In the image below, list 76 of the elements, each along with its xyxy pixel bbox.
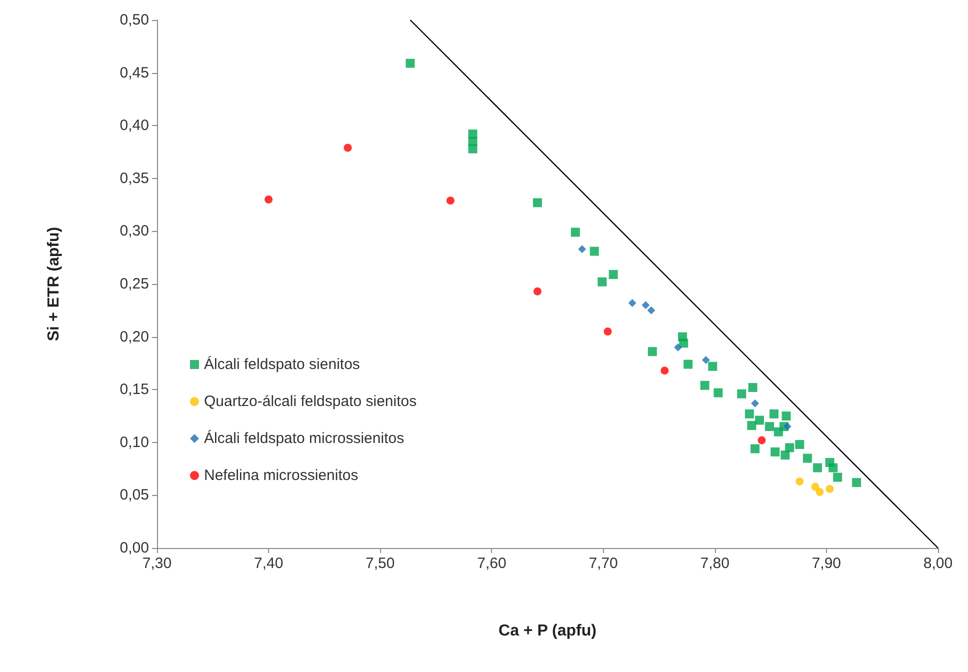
y-tick-label: 0,20 xyxy=(120,328,149,346)
point xyxy=(796,477,804,486)
y-axis-title: Si + ETR (apfu) xyxy=(46,226,62,342)
point xyxy=(684,360,693,369)
point xyxy=(578,245,586,254)
point xyxy=(780,450,790,460)
point xyxy=(647,306,656,314)
legend-label: Quartzo-álcali feldspato sienitos xyxy=(204,393,417,410)
point xyxy=(765,422,774,432)
point xyxy=(744,409,754,418)
point xyxy=(406,58,415,68)
point xyxy=(785,443,794,452)
y-tick-label: 0,40 xyxy=(120,117,149,134)
point xyxy=(598,277,607,286)
point xyxy=(702,356,710,364)
y-tick-label: 0,05 xyxy=(120,486,149,504)
legend-label: Álcali feldspato microssienitos xyxy=(204,429,404,447)
point xyxy=(802,454,812,463)
y-tick-label: 0,15 xyxy=(120,381,149,398)
y-tick-label: 0,50 xyxy=(120,12,149,28)
point xyxy=(264,196,273,204)
y-tick-label: 0,00 xyxy=(120,540,149,556)
point xyxy=(708,362,718,371)
point xyxy=(648,347,657,356)
point xyxy=(782,412,791,420)
x-tick-label: 7,50 xyxy=(366,555,395,572)
y-tick-label: 0,35 xyxy=(120,170,149,187)
y-tick-label: 0,25 xyxy=(120,276,149,292)
x-axis-title: Ca + P (apfu) xyxy=(498,622,596,640)
point xyxy=(628,299,636,308)
x-tick-label: 7,90 xyxy=(812,555,842,572)
point xyxy=(770,447,780,456)
point xyxy=(608,270,618,279)
y-tick-label: 0,30 xyxy=(120,222,149,240)
y-tick-label: 0,10 xyxy=(120,434,149,451)
point xyxy=(750,444,760,454)
point xyxy=(468,144,478,154)
point xyxy=(344,144,352,152)
x-tick-label: 7,80 xyxy=(700,555,730,572)
point xyxy=(758,436,766,444)
point xyxy=(590,246,599,256)
point xyxy=(532,198,542,208)
x-tick-label: 7,70 xyxy=(588,555,618,572)
point xyxy=(748,382,758,392)
legend-label: Nefelina microssienitos xyxy=(204,467,358,484)
point xyxy=(795,440,804,450)
point xyxy=(747,421,756,430)
point xyxy=(660,366,669,375)
y-tick-label: 0,45 xyxy=(120,64,149,82)
point xyxy=(446,196,454,205)
point xyxy=(783,422,792,431)
point xyxy=(679,338,688,348)
point xyxy=(813,463,822,472)
x-tick-label: 7,30 xyxy=(142,555,172,572)
x-tick-label: 7,40 xyxy=(254,555,284,572)
point xyxy=(774,427,783,436)
point xyxy=(826,484,834,493)
point xyxy=(833,472,842,482)
point xyxy=(642,301,650,310)
point xyxy=(769,409,778,418)
legend-label: Álcali feldspato sienitos xyxy=(204,355,360,373)
point xyxy=(570,228,580,237)
x-tick-label: 8,00 xyxy=(923,555,953,572)
point xyxy=(604,328,612,336)
point xyxy=(700,380,710,390)
point xyxy=(811,482,820,491)
point xyxy=(737,389,746,398)
point xyxy=(714,388,723,398)
x-tick-label: 7,60 xyxy=(477,555,506,572)
point xyxy=(674,343,682,352)
point xyxy=(751,399,760,408)
point xyxy=(828,463,838,472)
point xyxy=(754,416,764,425)
point xyxy=(533,287,542,296)
point xyxy=(852,478,862,488)
point xyxy=(816,488,824,496)
